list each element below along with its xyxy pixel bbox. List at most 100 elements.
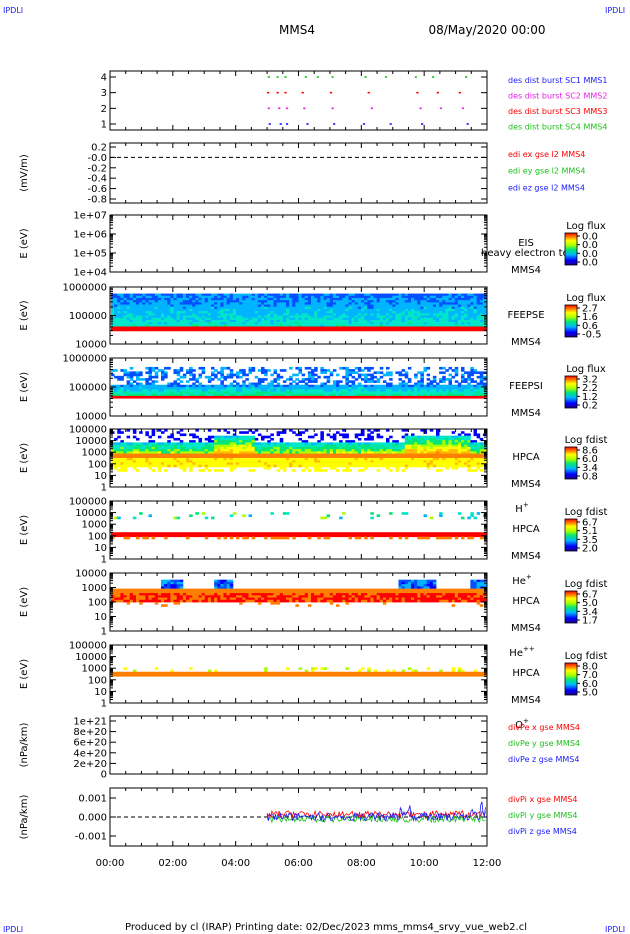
heatmap-cell <box>373 322 378 325</box>
heatmap-cell <box>117 449 121 452</box>
heatmap-cell <box>182 469 187 472</box>
heatmap-cell <box>320 328 324 332</box>
heatmap-cell <box>211 387 215 390</box>
heatmap-cell <box>386 300 390 303</box>
heatmap-cell <box>307 380 312 383</box>
heatmap-cell <box>123 462 128 466</box>
heatmap-cell <box>139 313 143 316</box>
heatmap-cell <box>214 464 218 468</box>
heatmap-cell <box>326 442 331 446</box>
heatmap-cell <box>289 446 293 450</box>
heatmap-cell <box>164 469 168 472</box>
heatmap-cell <box>342 326 346 330</box>
heatmap-cell <box>186 322 190 325</box>
heatmap-cell <box>392 460 396 463</box>
heatmap-cell <box>304 378 309 381</box>
heatmap-cell <box>336 326 340 330</box>
heatmap-cell <box>136 324 140 327</box>
heatmap-cell <box>461 378 465 381</box>
heatmap-cell <box>439 326 443 330</box>
heatmap-cell <box>351 380 356 383</box>
heatmap-cell <box>139 315 143 319</box>
heatmap-cell <box>361 460 365 463</box>
heatmap-cell <box>348 319 353 323</box>
heatmap-cell <box>314 462 318 466</box>
heatmap-cell <box>248 460 253 463</box>
heatmap-cell <box>236 300 240 303</box>
heatmap-cell <box>151 451 156 454</box>
heatmap-cell <box>345 319 349 323</box>
heatmap-cell <box>298 442 303 446</box>
heatmap-cell <box>142 453 146 457</box>
heatmap-cell <box>307 375 312 379</box>
heatmap-cell <box>439 322 443 325</box>
heatmap-cell <box>389 435 393 439</box>
heatmap-cell <box>361 453 365 457</box>
heatmap-cell <box>198 460 203 463</box>
heatmap-cell <box>151 317 156 321</box>
heatmap-cell <box>145 293 149 297</box>
heatmap-cell <box>132 389 137 392</box>
heatmap-cell <box>211 440 215 443</box>
heatmap-cell <box>314 442 318 446</box>
heatmap-cell <box>129 387 134 390</box>
heatmap-cell <box>445 324 449 327</box>
heatmap-cell <box>170 315 174 319</box>
burst-interval-mark <box>370 107 373 110</box>
heatmap-cell <box>220 369 224 372</box>
heatmap-cell <box>214 393 218 397</box>
heatmap-cell <box>473 369 478 372</box>
heatmap-cell <box>364 313 368 316</box>
heatmap-cell <box>186 295 190 299</box>
overlay-text: heavy electron to <box>481 248 569 259</box>
heatmap-cell <box>229 384 234 388</box>
heatmap-cell <box>286 311 290 314</box>
heatmap-cell <box>286 391 290 395</box>
heatmap-cell <box>151 462 156 466</box>
heatmap-cell <box>279 387 284 390</box>
heatmap-cell <box>248 464 253 468</box>
heatmap-cell <box>182 393 187 397</box>
heatmap-cell <box>229 466 234 470</box>
heatmap-cell <box>479 378 484 381</box>
heatmap-cell <box>373 449 378 452</box>
heatmap-cell <box>139 464 143 468</box>
heatmap-cell <box>339 308 343 312</box>
heatmap-cell <box>211 302 215 305</box>
heatmap-cell <box>214 293 218 297</box>
heatmap-cell <box>120 442 124 446</box>
heatmap-cell <box>301 315 306 319</box>
heatmap-cell <box>367 384 371 388</box>
heatmap-cell <box>254 304 259 308</box>
heatmap-cell <box>257 382 262 386</box>
heatmap-cell <box>376 311 381 314</box>
heatmap-cell <box>311 462 315 466</box>
heatmap-cell <box>317 384 321 388</box>
heatmap-cell <box>204 384 209 388</box>
heatmap-cell <box>311 449 315 452</box>
heatmap-cell <box>379 295 384 299</box>
heatmap-cell <box>339 458 343 461</box>
heatmap-cell <box>220 315 224 319</box>
heatmap-cell <box>120 306 124 310</box>
heatmap-cell <box>267 300 271 303</box>
heatmap-cell <box>454 317 459 321</box>
heatmap-cell <box>451 384 456 388</box>
heatmap-cell <box>354 387 359 390</box>
heatmap-cell <box>307 389 312 392</box>
heatmap-cell <box>367 446 371 450</box>
heatmap-cell <box>198 324 203 327</box>
heatmap-cell <box>329 300 334 303</box>
heatmap-cell <box>151 369 156 372</box>
heatmap-cell <box>142 313 146 316</box>
heatmap-cell <box>248 293 253 297</box>
heatmap-cell <box>114 395 118 399</box>
heatmap-cell <box>195 455 199 459</box>
heatmap-cell <box>164 444 168 448</box>
heatmap-cell <box>173 444 178 448</box>
heatmap-cell <box>182 460 187 463</box>
heatmap-cell <box>298 311 303 314</box>
heatmap-cell <box>414 322 418 325</box>
heatmap-cell <box>311 453 315 457</box>
heatmap-cell <box>417 295 421 299</box>
